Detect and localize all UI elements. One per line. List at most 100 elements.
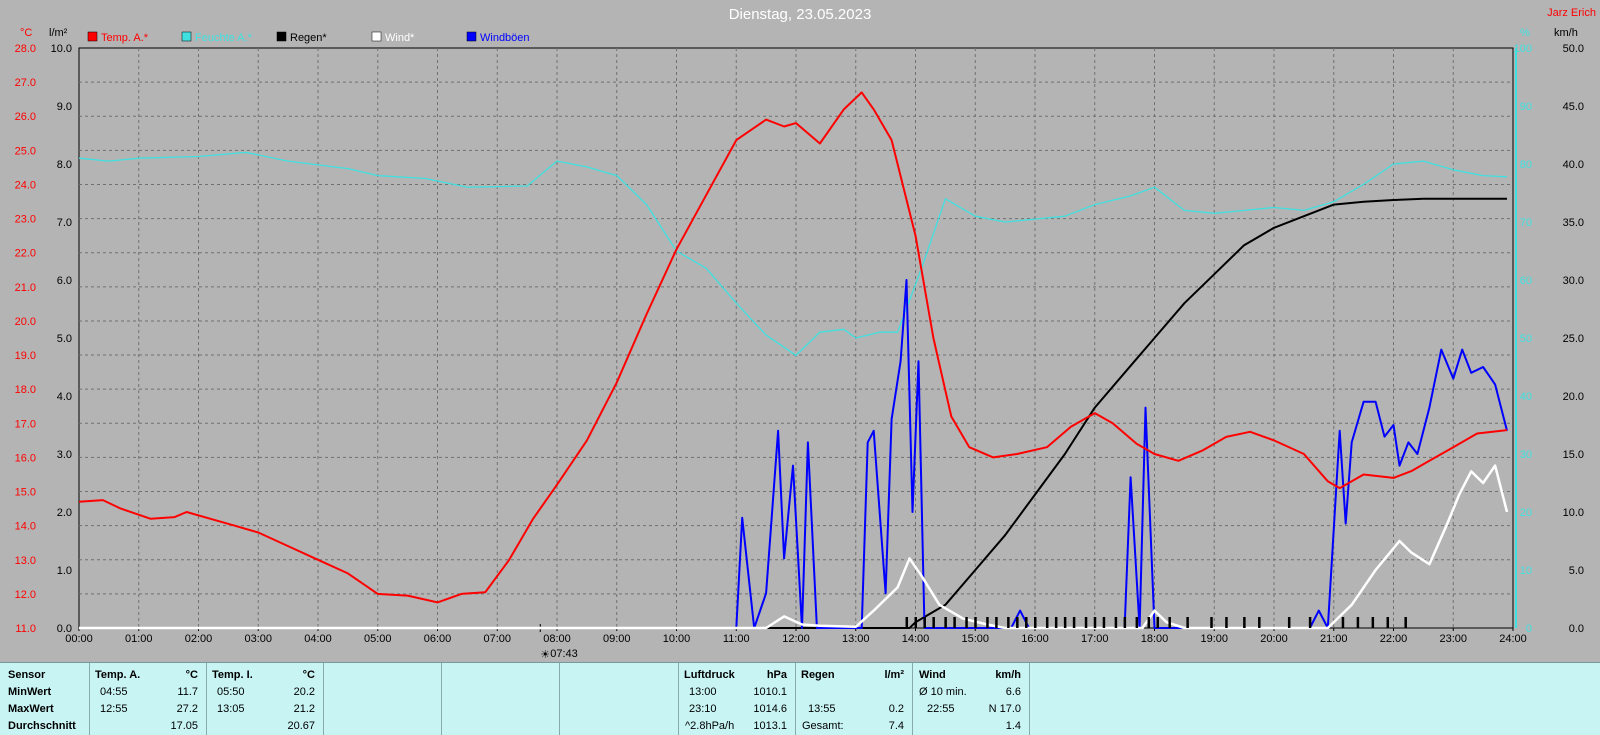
rain-mark — [1102, 617, 1106, 628]
humidity-tick-label: 40 — [1520, 391, 1532, 403]
rain-mark — [1371, 617, 1375, 628]
rain-mark — [1072, 617, 1076, 628]
rain-mark — [1225, 617, 1228, 628]
pressure-max: 1014.6 — [753, 703, 787, 715]
axis-labels: 28.0 27.0 26.0 25.0 24.0 23.0 22.0 21.0 20.0 19.0… — [15, 43, 1584, 661]
wind-avg10-label: Ø 10 min. — [919, 686, 967, 698]
col-rain: Regen l/m² 13:55 0.2 Gesamt: 7.4 — [796, 663, 913, 735]
time-tick-label: 08:00 — [543, 633, 571, 645]
hum-unit-label: % — [1520, 27, 1530, 39]
humidity-tick-label: 100 — [1514, 43, 1532, 55]
time-tick-label: 11:00 — [723, 633, 750, 645]
rain-tick-label: 0.0 — [57, 623, 72, 635]
temp-tick-label: 21.0 — [15, 282, 36, 294]
rain-mark — [1034, 617, 1037, 628]
rain-unit-label: l/m² — [49, 27, 68, 39]
col-sensor: Sensor MinWert MaxWert Durchschnitt — [0, 663, 90, 735]
col-temp-a: Temp. A. °C 04:55 11.7 12:55 27.2 17.05 — [90, 663, 207, 735]
pressure-trend: ^2.8hPa/h — [685, 720, 735, 732]
pressure-max-time: 23:10 — [689, 703, 717, 715]
temp-i-unit: °C — [302, 669, 315, 681]
series-line-feuchte-a — [78, 151, 1508, 357]
time-tick-label: 10:00 — [663, 633, 691, 645]
rain-mark — [1156, 617, 1159, 628]
humidity-tick-label: 50 — [1520, 333, 1532, 345]
rain-unit: l/m² — [884, 669, 904, 681]
humidity-tick-label: 10 — [1520, 565, 1532, 577]
humidity-tick-label: 90 — [1520, 101, 1532, 113]
temp-tick-label: 25.0 — [15, 145, 36, 157]
time-tick-label: 14:00 — [902, 633, 930, 645]
time-tick-label: 18:00 — [1141, 633, 1169, 645]
temp-i-min-time: 05:50 — [217, 686, 245, 698]
time-tick-label: 03:00 — [244, 633, 272, 645]
temp-a-min: 11.7 — [177, 686, 198, 698]
legend-swatch — [276, 31, 287, 42]
time-tick-label: 16:00 — [1021, 633, 1049, 645]
humidity-tick-label: 60 — [1520, 275, 1532, 287]
rain-mark — [932, 617, 935, 628]
temp-a-unit: °C — [185, 669, 198, 681]
wind-tick-label: 0.0 — [1569, 623, 1584, 635]
wind-tick-label: 30.0 — [1563, 275, 1584, 287]
rain-mark — [1243, 617, 1246, 628]
rain-mark — [1386, 617, 1390, 628]
rain-tick-label: 10.0 — [51, 43, 72, 55]
temp-tick-label: 18.0 — [15, 384, 36, 396]
col-temp-i: Temp. I. °C 05:50 20.2 13:05 21.2 20.67 — [207, 663, 324, 735]
rain-total-label: Gesamt: — [802, 720, 844, 732]
series-line-temp-a — [78, 91, 1508, 604]
rain-mark — [1210, 617, 1213, 628]
time-tick-label: 06:00 — [424, 633, 452, 645]
col-pressure: Luftdruck hPa 13:00 1010.1 23:10 1014.6 … — [679, 663, 796, 735]
time-tick-label: 24:00 — [1499, 633, 1527, 645]
rain-mark — [1147, 617, 1151, 628]
pressure-min: 1010.1 — [753, 686, 787, 698]
temp-tick-label: 16.0 — [15, 452, 36, 464]
rain-tick-label: 8.0 — [57, 159, 72, 171]
time-tick-label: 23:00 — [1439, 633, 1467, 645]
time-tick-label: 21:00 — [1320, 633, 1348, 645]
legend-swatch — [181, 31, 192, 42]
time-tick-label: 19:00 — [1200, 633, 1228, 645]
rain-mark — [905, 617, 909, 628]
series-lines — [78, 91, 1509, 630]
time-tick-label: 02:00 — [185, 633, 213, 645]
temp-tick-label: 23.0 — [15, 214, 36, 226]
rain-tick-label: 6.0 — [57, 275, 72, 287]
legend-label: Wind* — [385, 32, 415, 44]
rain-tick-label: 4.0 — [57, 391, 72, 403]
rain-mark — [1093, 617, 1097, 628]
rain-mark — [1258, 617, 1261, 628]
rain-tick-label: 2.0 — [57, 507, 72, 519]
rain-mark — [1007, 617, 1010, 628]
series-line-windb-en — [79, 279, 1508, 629]
temp-a-avg: 17.05 — [170, 720, 198, 732]
rain-mark — [944, 617, 947, 628]
temp-tick-label: 20.0 — [15, 316, 36, 328]
rain-mark — [923, 617, 926, 628]
col-empty-2 — [442, 663, 560, 735]
temp-a-header: Temp. A. — [95, 669, 141, 681]
wind-tick-label: 35.0 — [1563, 217, 1584, 229]
time-tick-label: 07:00 — [483, 633, 511, 645]
temp-i-max: 21.2 — [293, 703, 315, 715]
rain-mark — [1168, 617, 1171, 628]
temp-tick-label: 12.0 — [15, 589, 36, 601]
rain-mark — [1287, 617, 1291, 628]
rain-mark — [974, 617, 977, 628]
rain-mark — [1025, 617, 1028, 628]
pressure-header: Luftdruck — [684, 669, 735, 681]
temp-tick-label: 27.0 — [15, 77, 36, 89]
rain-mark — [986, 617, 989, 628]
temp-a-min-time: 04:55 — [100, 686, 128, 698]
rain-total: 7.4 — [888, 720, 904, 732]
wind-tick-label: 5.0 — [1569, 565, 1584, 577]
time-tick-label: 20:00 — [1260, 633, 1288, 645]
wind-tick-label: 10.0 — [1563, 507, 1584, 519]
wind-tick-label: 20.0 — [1563, 391, 1584, 403]
rain-tick-label: 5.0 — [57, 333, 72, 345]
temp-tick-label: 24.0 — [15, 179, 36, 191]
time-tick-label: 09:00 — [603, 633, 631, 645]
time-tick-label: 22:00 — [1380, 633, 1408, 645]
